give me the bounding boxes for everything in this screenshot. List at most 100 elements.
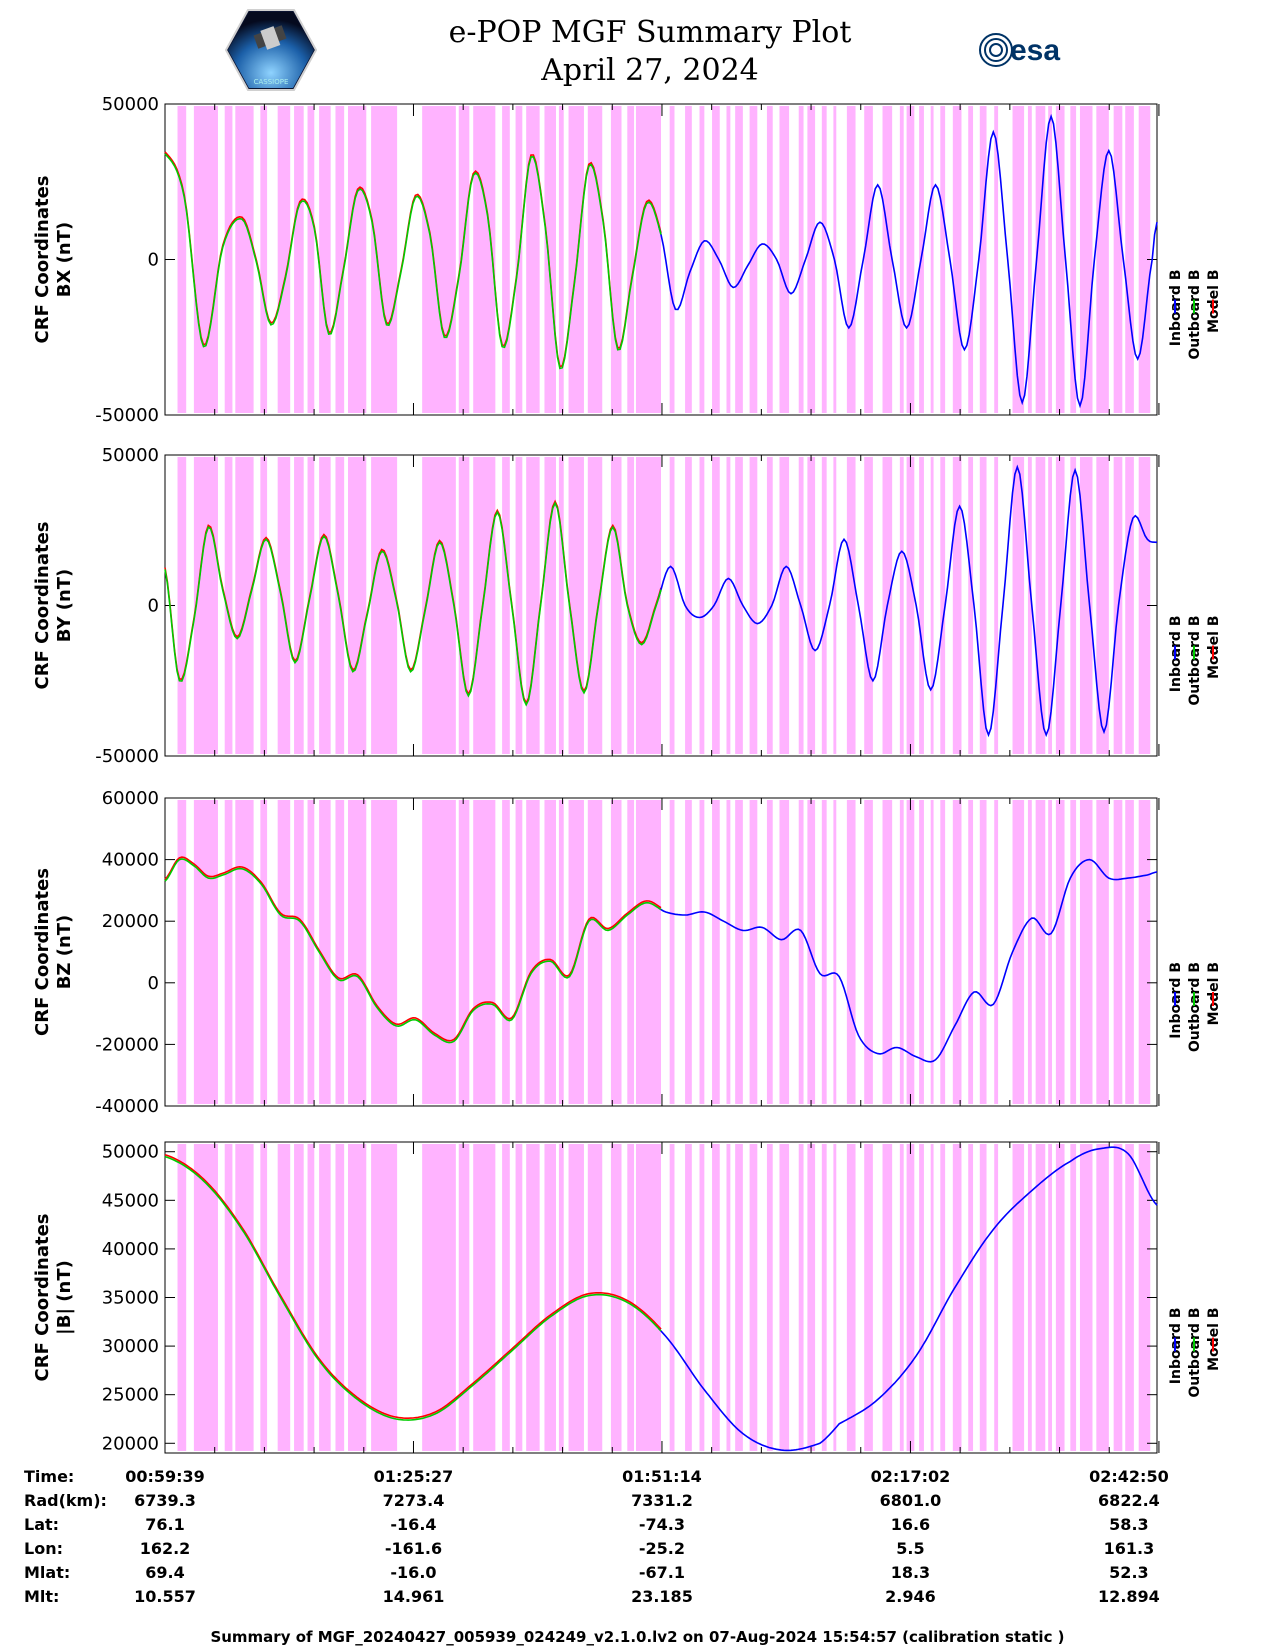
shade-band [635,106,661,413]
y-axis-label-line-2: BY (nT) [54,569,75,643]
shade-band [587,800,603,1104]
y-axis-label-line-2: BX (nT) [54,222,75,297]
y-axis-label: CRF Coordinates|B| (nT) [32,1214,75,1382]
shade-band [1079,800,1093,1104]
shade-band [635,800,661,1104]
y-tick-label: 0 [148,596,159,617]
shade-band [968,1144,974,1451]
shade-band [899,800,904,1104]
esa-logo-text: esa [1010,34,1060,67]
shade-band [846,800,856,1104]
shade-band [930,800,934,1104]
shade-band [749,800,758,1104]
shade-band [712,106,720,413]
y-axis-label: CRF CoordinatesBX (nT) [32,176,75,344]
shade-band [473,800,496,1104]
info-row-label: Mlt: [24,1587,59,1606]
shade-band [558,1144,564,1451]
shade-band [610,106,622,413]
shade-band [1035,800,1046,1104]
shade-band [515,1144,523,1451]
series-inboard-b [658,1146,1158,1452]
shade-band [635,457,661,754]
shade-band [627,457,635,754]
info-cell: 58.3 [1109,1515,1148,1534]
series-inboard-b [657,113,1158,409]
y-tick-label: 25000 [102,1385,159,1406]
info-row-label: Lat: [24,1515,59,1534]
info-cell: -74.3 [639,1515,685,1534]
shade-band [277,800,291,1104]
plot-frame [164,797,1158,1107]
shade-band [235,106,254,413]
shade-band [558,457,564,754]
shade-band [994,457,999,754]
shade-band [1035,1144,1046,1451]
info-cell: 5.5 [896,1539,924,1558]
shade-band [371,106,398,413]
shade-band [307,1144,315,1451]
panel-4: 50000 45000 40000 35000 30000 25000 20000 CRF C… [32,1141,1222,1454]
shade-band [1055,1144,1065,1451]
shade-band [669,106,675,413]
y-axis-label: CRF CoordinatesBY (nT) [32,522,75,690]
shade-band [685,457,692,754]
shade-band [193,1144,218,1451]
y-axis-label-line-1: CRF Coordinates [32,176,53,344]
info-cell: 6739.3 [134,1491,196,1510]
shade-band [979,106,987,413]
info-table: Time: Rad(km): Lat: Lon: Mlat: Mlt: 00:59:39 67… [24,1467,1169,1606]
shade-band [177,106,187,413]
info-cell: 2.946 [885,1587,936,1606]
shade-band [685,1144,692,1451]
shade-band [699,800,705,1104]
shade-band [347,106,367,413]
shade-band [260,800,268,1104]
shade-band [699,106,705,413]
shade-band [473,1144,496,1451]
shade-band [766,106,773,413]
shade-band [260,1144,268,1451]
shade-band [1125,800,1134,1104]
shade-band [1125,1144,1134,1451]
shade-band [1079,1144,1093,1451]
shade-band [994,1144,999,1451]
shade-band [1079,106,1093,413]
y-tick-label: 50000 [102,445,159,466]
info-cell: 16.6 [891,1515,930,1534]
shade-band [1048,800,1053,1104]
shade-band [1035,106,1046,413]
shade-band [1113,1144,1123,1451]
info-cell: 00:59:39 [125,1467,205,1486]
y-axis-label-line-2: |B| (nT) [54,1260,75,1335]
shade-band [979,1144,987,1451]
shade-band [685,106,692,413]
shade-band [712,800,720,1104]
y-axis-label-line-1: CRF Coordinates [32,1214,53,1382]
shade-band [864,106,873,413]
shade-band [882,800,893,1104]
shade-band-group [177,106,1151,413]
shade-band [940,457,946,754]
shade-band [307,106,315,413]
shade-band [568,800,584,1104]
shade-band [224,1144,233,1451]
shade-band [1070,457,1077,754]
shade-band [821,457,827,754]
shade-band [899,1144,904,1451]
shade-band [669,457,675,754]
shade-band [749,106,758,413]
shade-band [526,1144,540,1451]
shade-band [502,106,510,413]
footer-caption: Summary of MGF_20240427_005939_024249_v2… [210,1628,1065,1646]
shade-band [1138,800,1151,1104]
info-cell: -25.2 [639,1539,685,1558]
shade-band [177,457,187,754]
shade-band [899,106,904,413]
shade-band [1055,106,1065,413]
shade-band [994,106,999,413]
shade-band [319,106,331,413]
shade-band [940,106,946,413]
y-tick-label: 20000 [102,911,159,932]
